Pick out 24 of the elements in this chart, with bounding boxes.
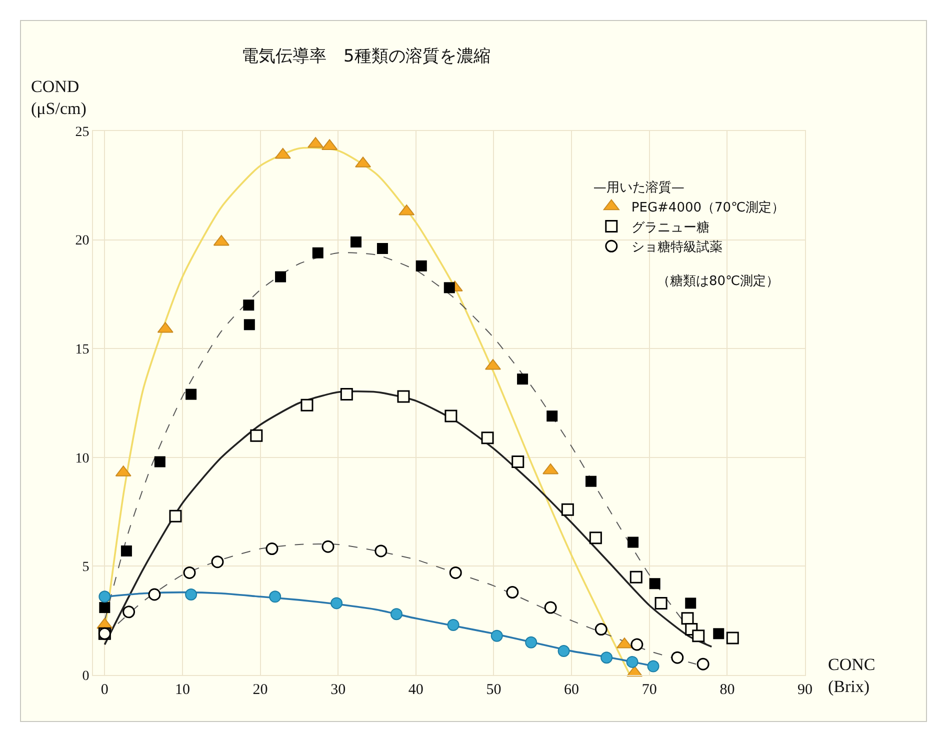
legend-title: —用いた溶質—	[593, 179, 684, 196]
annotation: （糖類は80℃測定）	[657, 274, 780, 289]
y-tick-label: 0	[82, 668, 90, 684]
y-tick-label: 25	[75, 124, 90, 140]
x-tick-label: 0	[100, 682, 108, 698]
legend-label: PEG#4000（70℃測定）	[631, 200, 785, 216]
x-tick-label: 40	[408, 682, 424, 698]
x-tick-label: 90	[798, 682, 812, 698]
legend-label: ショ糖特級試薬	[631, 240, 722, 256]
x-tick-label: 20	[252, 682, 268, 698]
y-tick-label: 15	[75, 342, 90, 358]
x-tick-label: 70	[642, 682, 657, 698]
y-tick-label: 5	[82, 560, 90, 576]
x-tick-label: 10	[174, 682, 190, 698]
legend-label: グラニュー糖	[631, 220, 710, 236]
x-tick-label: 60	[564, 682, 580, 698]
x-axis-title: CONC (Brix)	[828, 655, 876, 696]
y-axis-title: COND (μS/cm)	[31, 77, 86, 118]
y-tick-label: 20	[75, 234, 90, 249]
x-tick-label: 50	[486, 682, 502, 698]
chart-title: 電気伝導率 5種類の溶質を濃縮	[241, 46, 490, 67]
x-tick-label: 30	[330, 682, 346, 698]
x-tick-label: 80	[720, 682, 735, 698]
y-tick-label: 10	[75, 451, 90, 466]
